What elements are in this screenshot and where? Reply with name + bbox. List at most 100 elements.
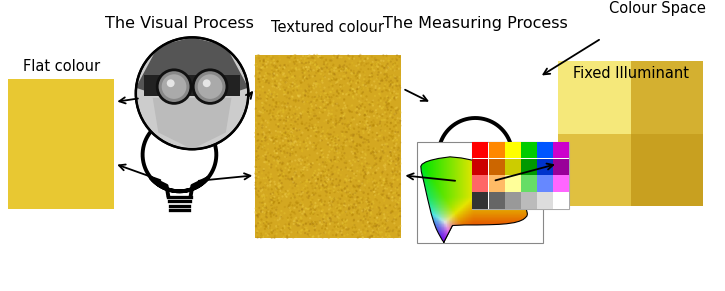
Point xyxy=(293,194,304,198)
Point xyxy=(367,207,378,212)
Point xyxy=(300,221,312,226)
Point xyxy=(364,163,376,168)
Point xyxy=(286,148,297,153)
Point xyxy=(326,203,338,207)
Point xyxy=(362,208,374,213)
Point xyxy=(389,190,401,195)
Point xyxy=(386,131,397,136)
Point xyxy=(354,164,365,168)
Point xyxy=(314,198,326,203)
Point xyxy=(347,221,358,225)
Point xyxy=(356,135,368,140)
Point xyxy=(270,184,281,189)
Point xyxy=(276,162,288,167)
Point xyxy=(361,213,373,217)
Point xyxy=(317,54,328,58)
Point xyxy=(334,224,346,229)
Point xyxy=(341,184,353,189)
Point xyxy=(373,114,385,119)
Point xyxy=(266,57,278,61)
Point xyxy=(324,97,336,102)
Point xyxy=(302,230,314,235)
Point xyxy=(253,56,265,61)
Point xyxy=(392,178,403,182)
Point xyxy=(337,147,349,152)
Point xyxy=(302,111,313,115)
Point xyxy=(265,230,276,235)
Point xyxy=(356,79,368,84)
Point xyxy=(272,101,283,106)
Point xyxy=(330,160,341,164)
Point xyxy=(336,190,347,194)
Point xyxy=(355,212,366,217)
Point xyxy=(348,217,360,222)
Point xyxy=(273,54,285,58)
Point xyxy=(394,86,406,90)
Point xyxy=(373,98,384,102)
Point xyxy=(326,196,337,201)
Point xyxy=(357,227,369,232)
Point xyxy=(362,169,373,173)
Point xyxy=(314,66,326,71)
Point xyxy=(381,124,393,128)
Point xyxy=(304,73,315,78)
Point xyxy=(331,100,342,105)
Point xyxy=(282,127,294,132)
Point xyxy=(370,62,382,66)
Point xyxy=(339,222,351,227)
Point xyxy=(343,127,355,132)
Point xyxy=(308,226,320,230)
Point xyxy=(386,152,397,157)
Point xyxy=(267,198,278,203)
Point xyxy=(253,113,265,118)
Point xyxy=(296,130,307,134)
Point xyxy=(352,66,364,70)
Point xyxy=(383,103,394,108)
Point xyxy=(394,209,406,213)
Point xyxy=(357,235,368,240)
Point xyxy=(385,149,397,154)
Point xyxy=(252,177,264,182)
Point xyxy=(347,95,359,99)
Point xyxy=(316,138,328,143)
Point xyxy=(311,52,323,57)
Point xyxy=(388,134,399,139)
Point xyxy=(336,201,347,206)
Point xyxy=(252,175,264,180)
Point xyxy=(382,67,394,72)
Point xyxy=(319,91,331,96)
Point xyxy=(324,120,336,124)
Point xyxy=(311,142,323,147)
Point xyxy=(276,119,287,124)
Point xyxy=(359,70,370,74)
Point xyxy=(394,182,406,186)
Point xyxy=(262,62,273,66)
Point xyxy=(254,179,266,183)
Point xyxy=(285,228,297,233)
Point xyxy=(358,136,370,141)
Point xyxy=(359,116,370,120)
Point xyxy=(373,210,385,215)
Point xyxy=(381,229,392,234)
Point xyxy=(352,184,363,189)
Point xyxy=(317,100,328,104)
Point xyxy=(381,88,392,93)
Point xyxy=(363,224,375,229)
Point xyxy=(294,105,305,110)
Point xyxy=(334,69,345,73)
Point xyxy=(260,74,272,79)
Point xyxy=(326,58,337,63)
Point xyxy=(295,192,307,197)
Point xyxy=(392,147,404,152)
Point xyxy=(389,221,400,226)
Point xyxy=(256,193,268,198)
Point xyxy=(350,174,362,179)
Point xyxy=(298,73,310,78)
Point xyxy=(341,190,352,195)
Point xyxy=(341,195,352,200)
Point xyxy=(381,227,393,231)
Point xyxy=(302,179,313,184)
Point xyxy=(334,183,345,187)
Point xyxy=(385,161,397,166)
Point xyxy=(334,229,346,234)
